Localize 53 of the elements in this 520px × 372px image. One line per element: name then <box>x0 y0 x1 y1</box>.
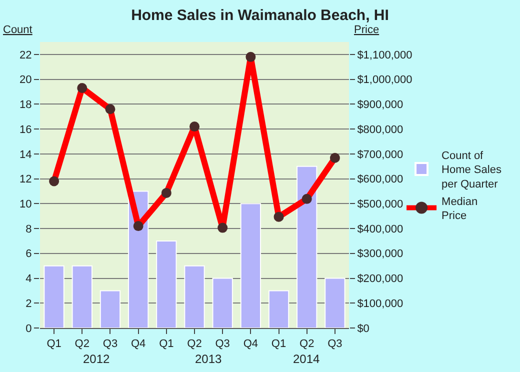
y2-tick-label: $400,000 <box>357 223 404 236</box>
bar <box>184 265 205 328</box>
y-tick-label: 4 <box>26 273 32 286</box>
y-tick-label: 2 <box>26 298 32 310</box>
text: 2014 <box>293 352 320 366</box>
y2-tick-label: $900,000 <box>357 99 404 112</box>
x-tick-label: Q1 <box>159 338 174 350</box>
bar <box>156 240 177 328</box>
bar <box>72 265 92 328</box>
x-tick-label: Q2 <box>187 338 202 350</box>
bar <box>100 290 121 328</box>
x-tick-label: Q4 <box>130 338 146 350</box>
bar <box>44 265 64 328</box>
x-tick-label: Q3 <box>102 338 118 350</box>
x-tick-label: Q2 <box>300 338 314 350</box>
legend-label: Count of Home Sales per Quarter <box>442 150 502 191</box>
y2-tick-label: $600,000 <box>357 174 404 186</box>
bar <box>296 166 318 328</box>
bar <box>240 203 262 328</box>
y-axis-title: Count <box>3 24 32 36</box>
y-tick-label: 10 <box>20 198 32 210</box>
y2-tick-label: $500,000 <box>357 198 404 210</box>
x-tick-label: Q1 <box>271 338 286 350</box>
text: 2012 <box>83 352 110 366</box>
y2-tick-label: $1,100,000 <box>357 49 412 62</box>
bar <box>324 278 346 328</box>
x-tick-label: Q2 <box>74 338 90 350</box>
y2-tick-label: $100,000 <box>357 298 404 310</box>
x-tick-label: Q3 <box>215 338 230 350</box>
y2-tick-label: $300,000 <box>357 248 404 260</box>
y-tick-label: 18 <box>20 99 32 112</box>
legend-label: Median Price <box>442 196 478 222</box>
x-tick-label: Q3 <box>328 338 342 350</box>
y2-tick-label: $200,000 <box>357 273 404 286</box>
x-tick-label: Q4 <box>243 338 258 350</box>
y2-tick-label: $0 <box>357 322 370 335</box>
y-tick-label: 8 <box>26 223 32 236</box>
y-tick-label: 12 <box>20 174 32 186</box>
y-tick-label: 6 <box>26 248 32 260</box>
bar <box>212 278 233 328</box>
chart-title: Home Sales in Waimanalo Beach, HI <box>131 6 389 24</box>
y-tick-label: 14 <box>20 148 32 161</box>
y2-axis-title: Price <box>354 24 380 36</box>
text: 2013 <box>195 352 222 366</box>
y-tick-label: 0 <box>26 322 32 335</box>
y-tick-label: 16 <box>20 124 32 136</box>
y2-tick-label: $1,000,000 <box>357 74 412 86</box>
bar <box>268 290 290 328</box>
y2-tick-label: $700,000 <box>357 148 404 161</box>
x-tick-label: Q1 <box>46 338 62 350</box>
y-tick-label: 20 <box>20 74 32 86</box>
y-tick-label: 22 <box>20 49 32 62</box>
y2-tick-label: $800,000 <box>357 124 404 136</box>
